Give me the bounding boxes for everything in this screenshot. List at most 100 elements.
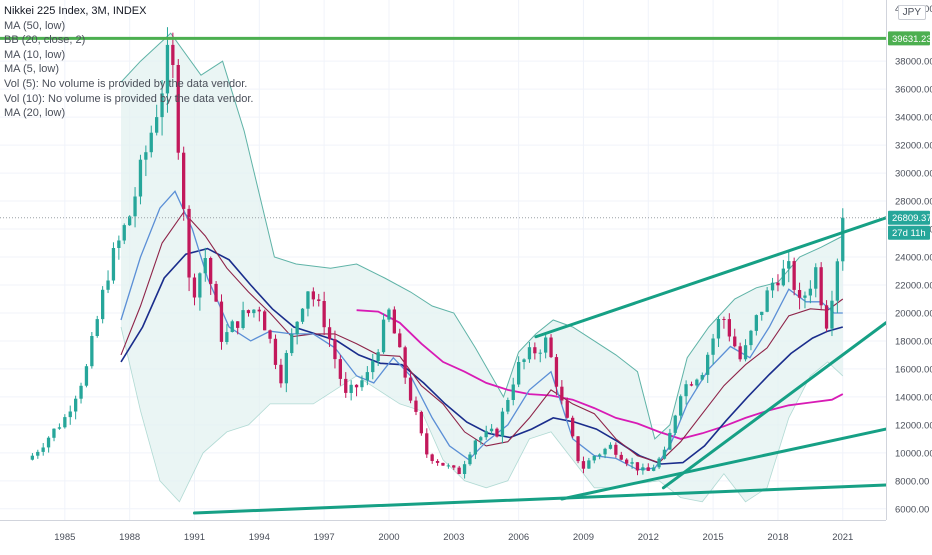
candle-body: [576, 436, 580, 462]
bollinger-fill: [121, 33, 843, 502]
candle-body: [457, 467, 461, 474]
candle-body: [30, 455, 34, 460]
resistance-price-label: 39631.23: [892, 34, 932, 45]
candle-body: [149, 132, 153, 153]
candle-body: [841, 217, 845, 262]
candle-body: [144, 152, 148, 160]
candle-body: [608, 444, 613, 449]
candle-body: [354, 384, 359, 388]
candle-body: [52, 428, 56, 438]
candle-body: [554, 357, 559, 387]
candle-body: [797, 290, 802, 298]
x-tick-label: 2012: [638, 532, 659, 543]
last-price-label-bg: [888, 210, 930, 225]
candle-body: [317, 299, 321, 301]
candle-body: [333, 339, 337, 360]
resistance-price-label-bg: [888, 31, 930, 46]
candle-body: [787, 261, 791, 269]
candle-body: [246, 310, 251, 314]
chart-legend: Nikkei 225 Index, 3M, INDEX MA (50, low)…: [4, 4, 253, 121]
candle-body: [79, 385, 83, 399]
ma10-line: [120, 211, 844, 464]
candle-body: [511, 384, 515, 400]
y-tick-label: 18000.00: [895, 336, 932, 347]
candle-body: [619, 454, 623, 460]
candle-body: [727, 319, 731, 337]
candle-body: [209, 258, 213, 284]
legend-indicator: MA (50, low): [4, 19, 66, 32]
candle-body: [770, 282, 775, 291]
x-tick-label: 1994: [249, 532, 270, 543]
candle-body: [765, 290, 769, 312]
candle-body: [749, 330, 753, 346]
candle-body: [700, 375, 704, 380]
candle-body: [679, 396, 683, 416]
y-tick-label: 38000.00: [895, 57, 932, 68]
candle-body: [398, 333, 402, 348]
candle-body: [133, 196, 137, 217]
candle-body: [517, 362, 521, 385]
candle-body: [544, 337, 548, 353]
y-tick-label: 30000.00: [895, 169, 932, 180]
candle-body: [57, 427, 62, 429]
legend-title: Nikkei 225 Index, 3M, INDEX: [4, 5, 147, 17]
x-tick-label: 2009: [573, 532, 594, 543]
trendline: [560, 427, 888, 501]
candle-body: [230, 321, 234, 332]
candle-body: [565, 400, 569, 418]
ma20-line: [120, 247, 844, 465]
candle-body: [646, 467, 650, 471]
candle-body: [225, 332, 229, 342]
candle-body: [673, 415, 677, 433]
candle-body: [203, 258, 207, 274]
candle-body: [74, 398, 78, 412]
y-tick-label: 12000.00: [895, 420, 932, 431]
candle-body: [716, 319, 721, 339]
trendlines[interactable]: [0, 36, 888, 515]
candle-body: [571, 417, 575, 437]
bollinger-upper: [120, 32, 844, 440]
candle-body: [468, 454, 472, 465]
candle-body: [349, 384, 353, 393]
candle-body: [300, 308, 305, 322]
candle-body: [808, 288, 812, 296]
y-tick-label: 24000.00: [895, 253, 932, 264]
candle-body: [63, 417, 67, 428]
candle-body: [392, 309, 396, 334]
y-tick-label: 22000.00: [895, 280, 932, 291]
x-tick-label: 2003: [443, 532, 464, 543]
candle-body: [495, 428, 499, 437]
y-tick-label: 10000.00: [895, 448, 932, 459]
x-tick-label: 1985: [54, 532, 75, 543]
candles[interactable]: [30, 27, 845, 479]
candle-body: [549, 337, 553, 358]
candle-body: [635, 462, 640, 471]
candle-body: [117, 240, 121, 248]
candle-body: [776, 282, 780, 286]
trendline: [192, 483, 888, 515]
candle-body: [706, 354, 710, 375]
candle-body: [473, 440, 477, 455]
candle-body: [155, 117, 159, 133]
candle-body: [176, 65, 180, 153]
candle-body: [733, 336, 737, 347]
bollinger-bands: [120, 32, 844, 503]
candle-body: [803, 295, 807, 298]
candle-body: [425, 433, 429, 455]
candle-body: [371, 361, 375, 373]
candle-body: [160, 93, 164, 118]
candle-body: [360, 380, 364, 388]
candle-body: [241, 310, 245, 328]
last-price-label: 26809.37: [892, 213, 932, 224]
legend-indicator: MA (10, low): [4, 48, 66, 61]
currency-badge[interactable]: JPY: [897, 5, 926, 20]
candle-body: [279, 364, 283, 384]
candle-body: [322, 301, 326, 328]
candle-body: [41, 447, 45, 452]
candle-body: [760, 311, 764, 315]
price-labels: 39631.23 26809.37 27d 11h: [888, 31, 932, 240]
candle-body: [106, 280, 110, 290]
